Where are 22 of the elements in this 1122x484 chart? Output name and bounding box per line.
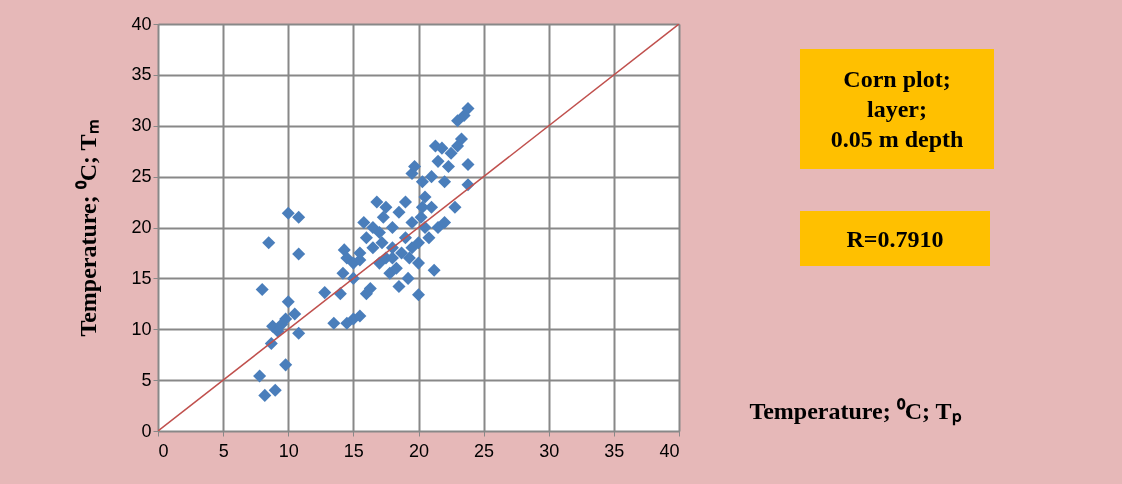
y-tick-label: 30 bbox=[131, 115, 152, 136]
x-tick-label: 20 bbox=[408, 440, 430, 461]
y-tick-label: 40 bbox=[131, 13, 152, 34]
x-tick-label: 0 bbox=[158, 440, 169, 461]
y-tick-label: 0 bbox=[141, 420, 152, 441]
y-axis-title: Temperature; ⁰C; Tₘ bbox=[75, 119, 102, 337]
x-tick-label: 35 bbox=[604, 440, 625, 461]
x-tick-label: 10 bbox=[278, 440, 299, 461]
text: R=0.7910 bbox=[800, 211, 990, 266]
x-tick-label: 5 bbox=[218, 440, 229, 461]
y-tick-label: 20 bbox=[131, 217, 152, 237]
y-tick-label: 25 bbox=[131, 166, 152, 187]
x-tick-label: 40 bbox=[659, 440, 680, 461]
x-tick-label: 30 bbox=[539, 440, 560, 461]
x-tick-label: 25 bbox=[474, 440, 495, 461]
x-tick-label: 15 bbox=[343, 440, 364, 461]
text: Corn plot; layer; 0.05 m depth bbox=[800, 49, 994, 169]
y-tick-label: 5 bbox=[141, 369, 152, 390]
y-tick-label: 15 bbox=[131, 267, 152, 288]
x-axis-title: Temperature; ⁰C; Tₚ bbox=[749, 397, 962, 426]
y-tick-label: 35 bbox=[131, 64, 152, 85]
y-tick-label: 10 bbox=[131, 318, 152, 339]
